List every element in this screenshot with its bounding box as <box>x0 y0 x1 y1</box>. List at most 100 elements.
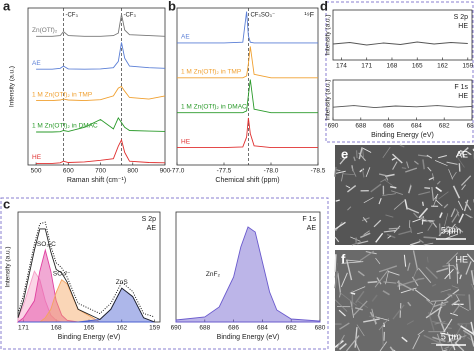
series-label: AE <box>181 34 190 41</box>
sem-texture <box>459 274 462 280</box>
sem-texture <box>388 227 400 230</box>
sem-texture <box>437 154 447 159</box>
sem-texture <box>334 270 339 289</box>
sem-texture <box>465 261 472 275</box>
sem-texture <box>425 299 434 306</box>
sem-texture <box>423 242 434 246</box>
sem-texture <box>398 230 412 236</box>
sem-texture <box>435 199 443 207</box>
sem-texture <box>400 287 417 294</box>
sem-texture <box>417 231 423 235</box>
sem-texture <box>334 166 337 177</box>
panel-letter: f <box>341 251 346 266</box>
sem-texture <box>339 343 347 351</box>
sem-texture <box>447 293 466 296</box>
sem-texture <box>455 294 461 302</box>
sem-texture <box>444 346 450 350</box>
sem-texture <box>371 294 378 302</box>
sem-texture <box>347 206 352 211</box>
sem-texture <box>357 270 365 277</box>
sem-texture <box>380 178 387 183</box>
sem-texture <box>417 329 425 336</box>
sem-texture <box>339 155 348 165</box>
x-tick-label: 680 <box>467 123 474 130</box>
sem-texture <box>378 265 398 273</box>
sem-texture <box>383 281 397 284</box>
sem-texture <box>438 191 449 200</box>
sem-texture <box>392 161 398 170</box>
sem-texture <box>452 185 461 199</box>
sem-texture <box>436 333 444 351</box>
sem-texture <box>373 219 382 228</box>
sem-texture <box>448 294 453 298</box>
sem-texture <box>456 156 465 168</box>
sem-texture <box>399 144 405 148</box>
sem-texture <box>465 213 473 219</box>
x-tick-label: 159 <box>462 63 473 70</box>
sem-texture <box>436 180 441 185</box>
sem-texture <box>338 309 346 317</box>
sem-texture <box>418 191 431 196</box>
sem-texture <box>428 301 437 317</box>
sem-texture <box>427 166 432 172</box>
series-line <box>36 116 166 133</box>
sem-texture <box>424 187 431 190</box>
sem-texture <box>354 307 363 311</box>
sem-texture <box>346 184 357 193</box>
scale-label: 5 μm <box>441 331 461 341</box>
series-label: 1 M Zn(OTf)₂ in DMAC <box>32 123 98 130</box>
sem-texture <box>357 240 369 245</box>
sem-texture <box>414 160 419 165</box>
sem-texture <box>451 171 457 180</box>
sem-texture <box>434 193 439 200</box>
corner-label: S 2p <box>454 14 469 21</box>
corner-label: F 1s <box>302 216 316 223</box>
corner-label: AE <box>307 225 317 232</box>
x-tick-label: 688 <box>199 325 210 332</box>
sem-texture <box>439 303 447 308</box>
series-line <box>177 11 318 44</box>
panel-letter: d <box>320 0 328 13</box>
sem-texture <box>397 279 418 287</box>
x-tick-label: 165 <box>412 63 423 70</box>
sem-texture <box>465 150 471 156</box>
series-line <box>332 105 473 109</box>
x-tick-label: -77.0 <box>170 168 185 175</box>
sem-texture <box>401 336 408 343</box>
sem-texture <box>392 153 403 164</box>
x-tick-label: -78.5 <box>311 168 326 175</box>
x-tick-label: 171 <box>18 325 29 332</box>
sem-texture <box>427 219 435 231</box>
x-tick-label: 684 <box>411 123 422 130</box>
series-line <box>36 42 166 70</box>
image-label: HE <box>455 254 468 264</box>
corner-label: AE <box>147 225 157 232</box>
x-tick-label: 690 <box>328 123 339 130</box>
sem-texture <box>353 300 368 316</box>
x-tick-label: 174 <box>336 63 347 70</box>
x-tick-label: 165 <box>84 325 95 332</box>
sem-texture <box>440 288 452 293</box>
sem-texture <box>451 299 460 306</box>
x-axis-label: Binding Energy (eV) <box>217 334 280 341</box>
sem-texture <box>389 346 394 351</box>
sem-texture <box>443 203 449 209</box>
x-axis-label: Raman shift (cm⁻¹) <box>67 177 126 184</box>
sem-texture <box>460 175 472 186</box>
sem-texture <box>334 236 340 243</box>
sem-texture <box>334 262 338 278</box>
sem-texture <box>406 161 410 169</box>
sem-texture <box>412 250 419 271</box>
x-tick-label: 688 <box>355 123 366 130</box>
sem-texture <box>432 336 446 343</box>
sem-texture <box>451 211 460 223</box>
x-tick-label: 686 <box>228 325 239 332</box>
sem-texture <box>336 169 341 172</box>
sem-texture <box>339 322 350 330</box>
sem-texture <box>445 233 459 240</box>
series-label: Zn(OTf)₂ <box>32 27 58 34</box>
sem-texture <box>361 169 365 178</box>
y-axis-label: Intensity (a.u.) <box>5 246 12 287</box>
sem-texture <box>444 268 454 280</box>
sem-texture <box>384 179 393 186</box>
